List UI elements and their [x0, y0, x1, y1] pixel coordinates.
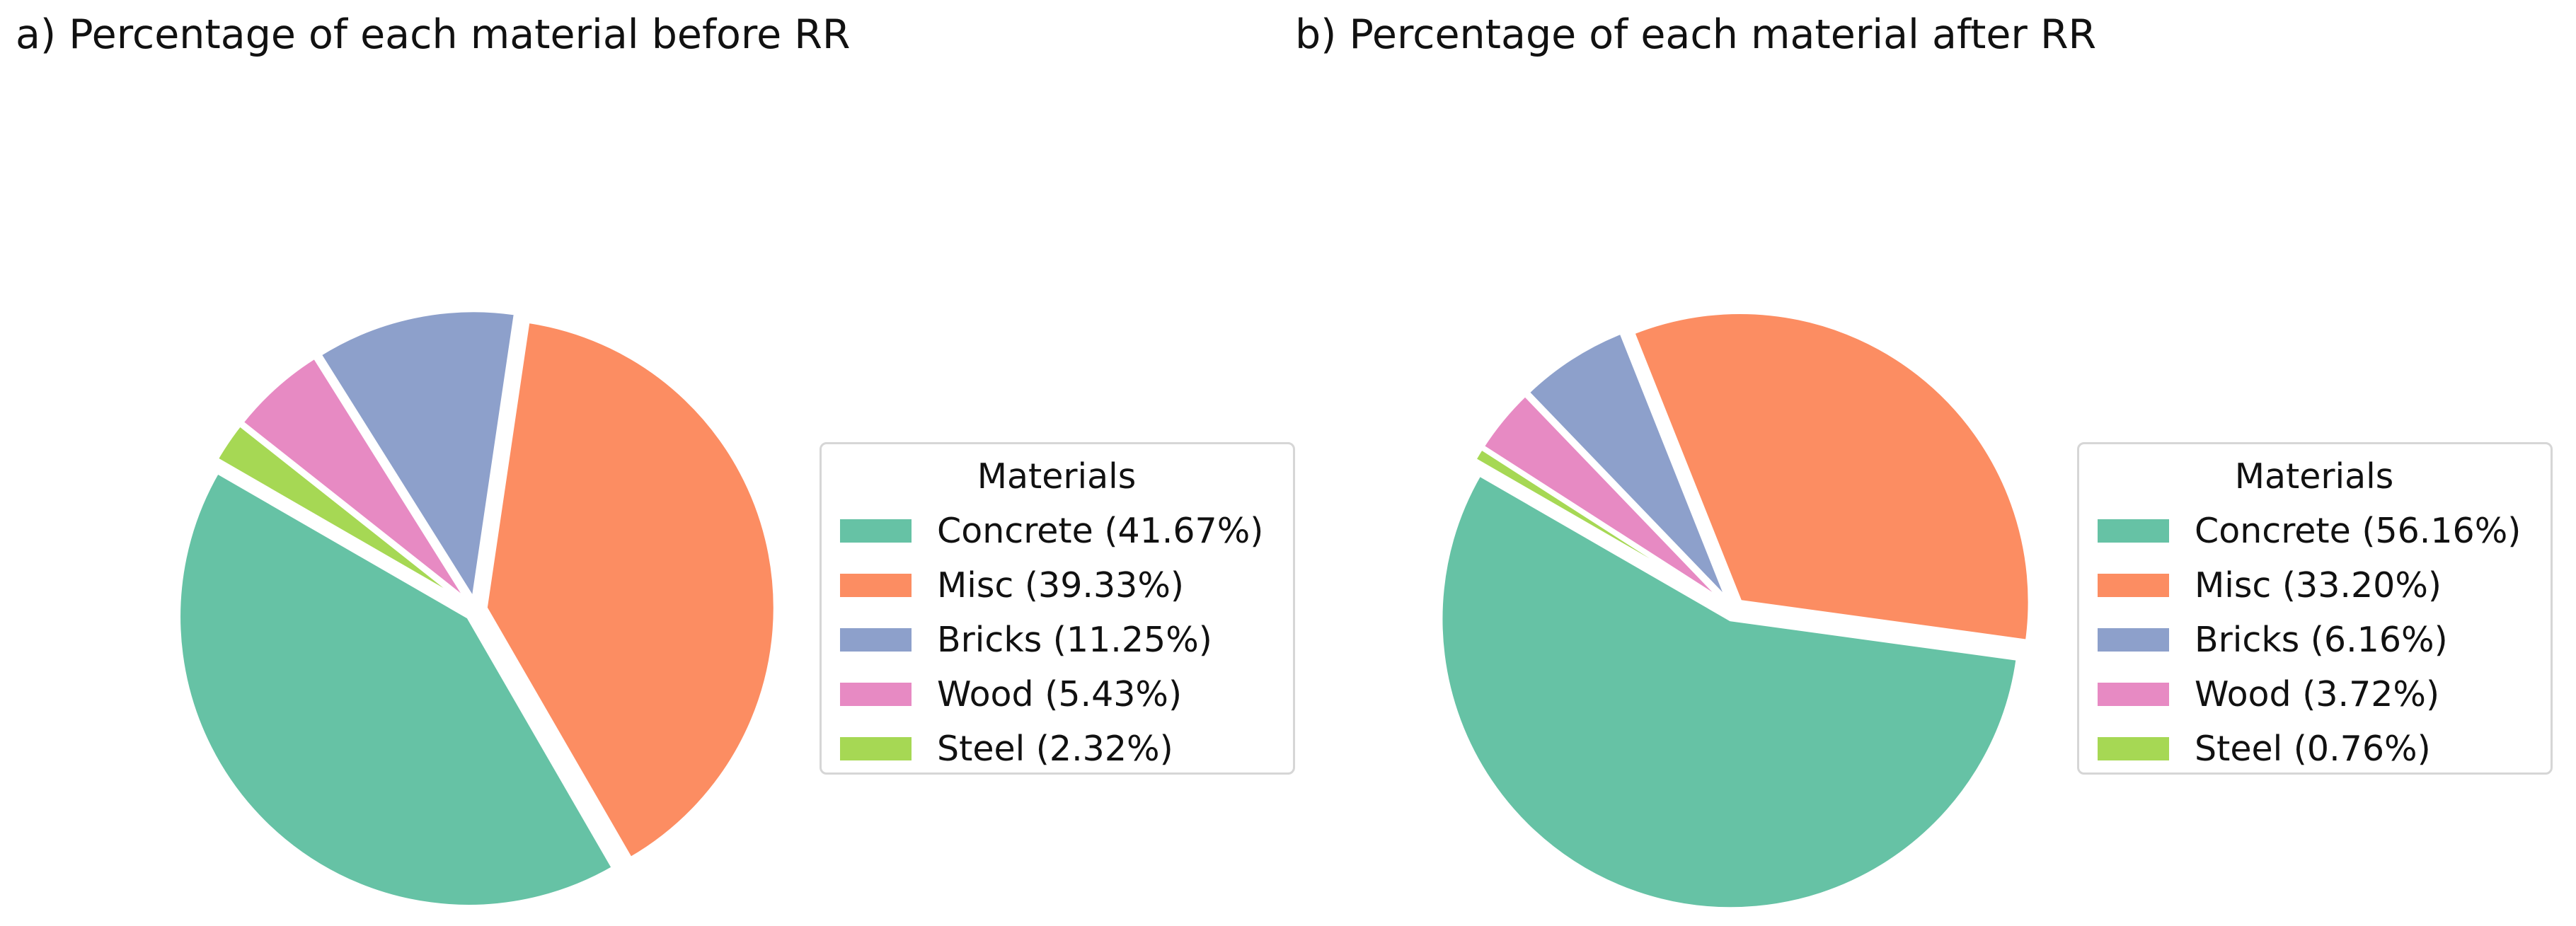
legend-b-title: Materials [2234, 456, 2394, 497]
legend-a-entry-misc: Misc (39.33%) [840, 558, 1273, 613]
legend-a: Materials Concrete (41.67%) Misc (39.33%… [820, 442, 1295, 775]
legend-swatch [2098, 628, 2169, 652]
legend-a-title: Materials [977, 456, 1137, 497]
legend-swatch [2098, 737, 2169, 760]
pie-b-slice-misc [1631, 310, 2032, 644]
legend-a-entry-bricks: Bricks (11.25%) [840, 613, 1273, 667]
legend-swatch [2098, 574, 2169, 597]
pie-b-slice-bricks [1525, 330, 1731, 604]
legend-swatch [2098, 519, 2169, 543]
legend-label: Steel (2.32%) [937, 729, 1173, 769]
legend-swatch [840, 683, 912, 706]
legend-swatch [2098, 683, 2169, 706]
legend-label: Concrete (56.16%) [2195, 511, 2522, 551]
legend-b-entry-wood: Wood (3.72%) [2098, 667, 2531, 722]
legend-label: Bricks (6.16%) [2195, 620, 2448, 660]
pie-a-slice-steel [214, 422, 470, 607]
legend-swatch [840, 628, 912, 652]
pie-b-slice-concrete [1438, 472, 2020, 912]
legend-a-entry-concrete: Concrete (41.67%) [840, 504, 1273, 558]
pie-a-slice-wood [239, 354, 471, 605]
pie-a-slice-bricks [317, 308, 519, 603]
pie-chart-b [1438, 310, 2032, 912]
legend-label: Misc (33.20%) [2195, 565, 2442, 606]
legend-label: Misc (39.33%) [937, 565, 1185, 606]
legend-b-entry-bricks: Bricks (6.16%) [2098, 613, 2531, 667]
legend-a-entry-wood: Wood (5.43%) [840, 667, 1273, 722]
pie-b-slice-steel [1471, 445, 1728, 607]
legend-label: Wood (3.72%) [2195, 674, 2440, 714]
legend-swatch [840, 519, 912, 543]
legend-swatch [840, 574, 912, 597]
legend-label: Steel (0.76%) [2195, 729, 2431, 769]
pie-chart-a [176, 308, 778, 909]
pie-a-slice-misc [483, 318, 778, 862]
legend-swatch [840, 737, 912, 760]
chart-b-title: b) Percentage of each material after RR [1295, 11, 2097, 58]
legend-b-entry-steel: Steel (0.76%) [2098, 722, 2531, 776]
legend-b-entry-misc: Misc (33.20%) [2098, 558, 2531, 613]
chart-a-title: a) Percentage of each material before RR [16, 11, 851, 58]
legend-b: Materials Concrete (56.16%) Misc (33.20%… [2077, 442, 2553, 775]
legend-label: Bricks (11.25%) [937, 620, 1212, 660]
legend-label: Wood (5.43%) [937, 674, 1183, 714]
legend-a-entry-steel: Steel (2.32%) [840, 722, 1273, 776]
pie-a-slice-concrete [176, 469, 616, 909]
legend-b-entry-concrete: Concrete (56.16%) [2098, 504, 2531, 558]
legend-label: Concrete (41.67%) [937, 511, 1264, 551]
